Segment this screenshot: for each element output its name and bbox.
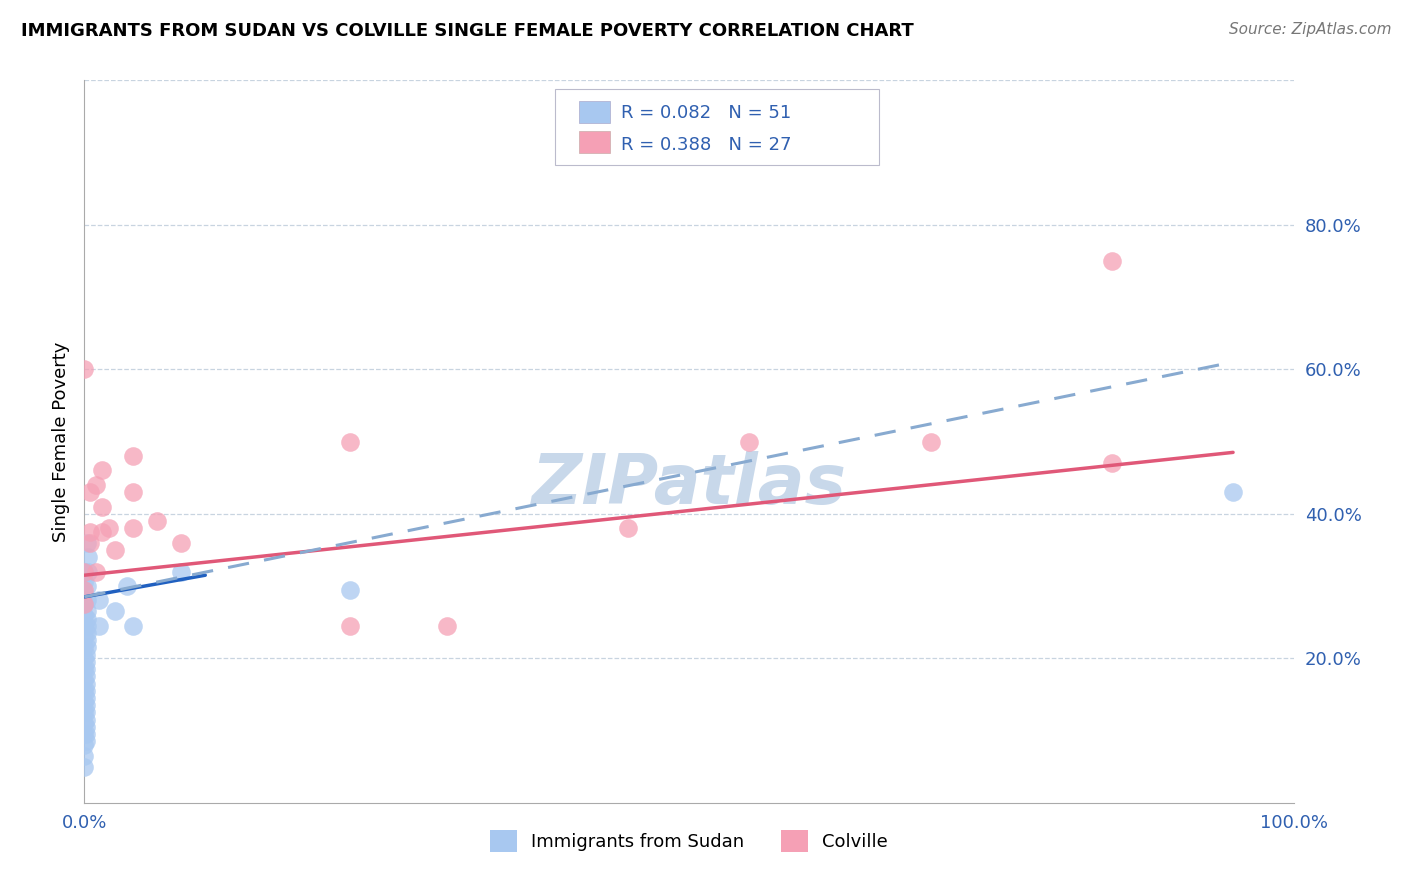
Point [73, 582, 96, 597]
Point [76, 633, 98, 648]
Point [91, 500, 114, 514]
Text: Source: ZipAtlas.com: Source: ZipAtlas.com [1229, 22, 1392, 37]
Point [920, 434, 942, 449]
Point [73, 673, 96, 687]
Point [73, 662, 96, 676]
Point [75, 727, 97, 741]
Y-axis label: Single Female Poverty: Single Female Poverty [52, 342, 70, 541]
Point [436, 619, 458, 633]
Point [75, 662, 97, 676]
Point [73, 748, 96, 763]
Point [73, 362, 96, 376]
Point [75, 734, 97, 748]
Point [75, 655, 97, 669]
Point [146, 514, 169, 528]
Point [73, 630, 96, 644]
Point [76, 619, 98, 633]
Point [87, 619, 110, 633]
Point [73, 619, 96, 633]
Point [339, 434, 361, 449]
Text: ZIPatlas: ZIPatlas [531, 451, 846, 518]
Point [77, 565, 100, 579]
Point [115, 579, 138, 593]
Point [1101, 253, 1123, 268]
Point [170, 535, 193, 549]
Text: R = 0.388   N = 27: R = 0.388 N = 27 [621, 136, 792, 153]
Point [73, 695, 96, 709]
Point [738, 434, 761, 449]
Point [75, 698, 97, 713]
Point [617, 521, 640, 535]
Point [91, 524, 114, 539]
Point [73, 586, 96, 600]
Point [76, 593, 98, 607]
Point [73, 565, 96, 579]
Point [79, 485, 101, 500]
Point [76, 535, 98, 549]
Point [87, 593, 110, 607]
Point [339, 619, 361, 633]
Point [75, 648, 97, 662]
Point [75, 676, 97, 690]
Point [121, 449, 143, 463]
Point [104, 542, 127, 557]
Point [75, 691, 97, 706]
Point [73, 760, 96, 774]
Point [104, 604, 127, 618]
Point [73, 716, 96, 731]
Point [91, 463, 114, 477]
Text: R = 0.082   N = 51: R = 0.082 N = 51 [621, 104, 792, 122]
Point [86, 478, 108, 492]
Point [73, 640, 96, 655]
Point [73, 683, 96, 698]
Point [97, 521, 120, 535]
Point [73, 575, 96, 590]
Point [170, 565, 193, 579]
Legend: Immigrants from Sudan, Colville: Immigrants from Sudan, Colville [482, 822, 896, 859]
Point [1222, 485, 1244, 500]
Point [77, 550, 100, 565]
Point [76, 626, 98, 640]
Point [86, 565, 108, 579]
Point [76, 604, 98, 618]
Point [73, 607, 96, 622]
Text: IMMIGRANTS FROM SUDAN VS COLVILLE SINGLE FEMALE POVERTY CORRELATION CHART: IMMIGRANTS FROM SUDAN VS COLVILLE SINGLE… [21, 22, 914, 40]
Point [73, 738, 96, 752]
Point [73, 565, 96, 579]
Point [1101, 456, 1123, 470]
Point [73, 706, 96, 720]
Point [75, 669, 97, 683]
Point [76, 611, 98, 625]
Point [76, 579, 98, 593]
Point [73, 597, 96, 611]
Point [121, 619, 143, 633]
Point [75, 720, 97, 734]
Point [73, 727, 96, 741]
Point [75, 713, 97, 727]
Point [79, 535, 101, 549]
Point [121, 485, 143, 500]
Point [73, 651, 96, 665]
Point [339, 582, 361, 597]
Point [75, 683, 97, 698]
Point [73, 597, 96, 611]
Point [76, 640, 98, 655]
Point [121, 521, 143, 535]
Point [75, 706, 97, 720]
Point [79, 524, 101, 539]
